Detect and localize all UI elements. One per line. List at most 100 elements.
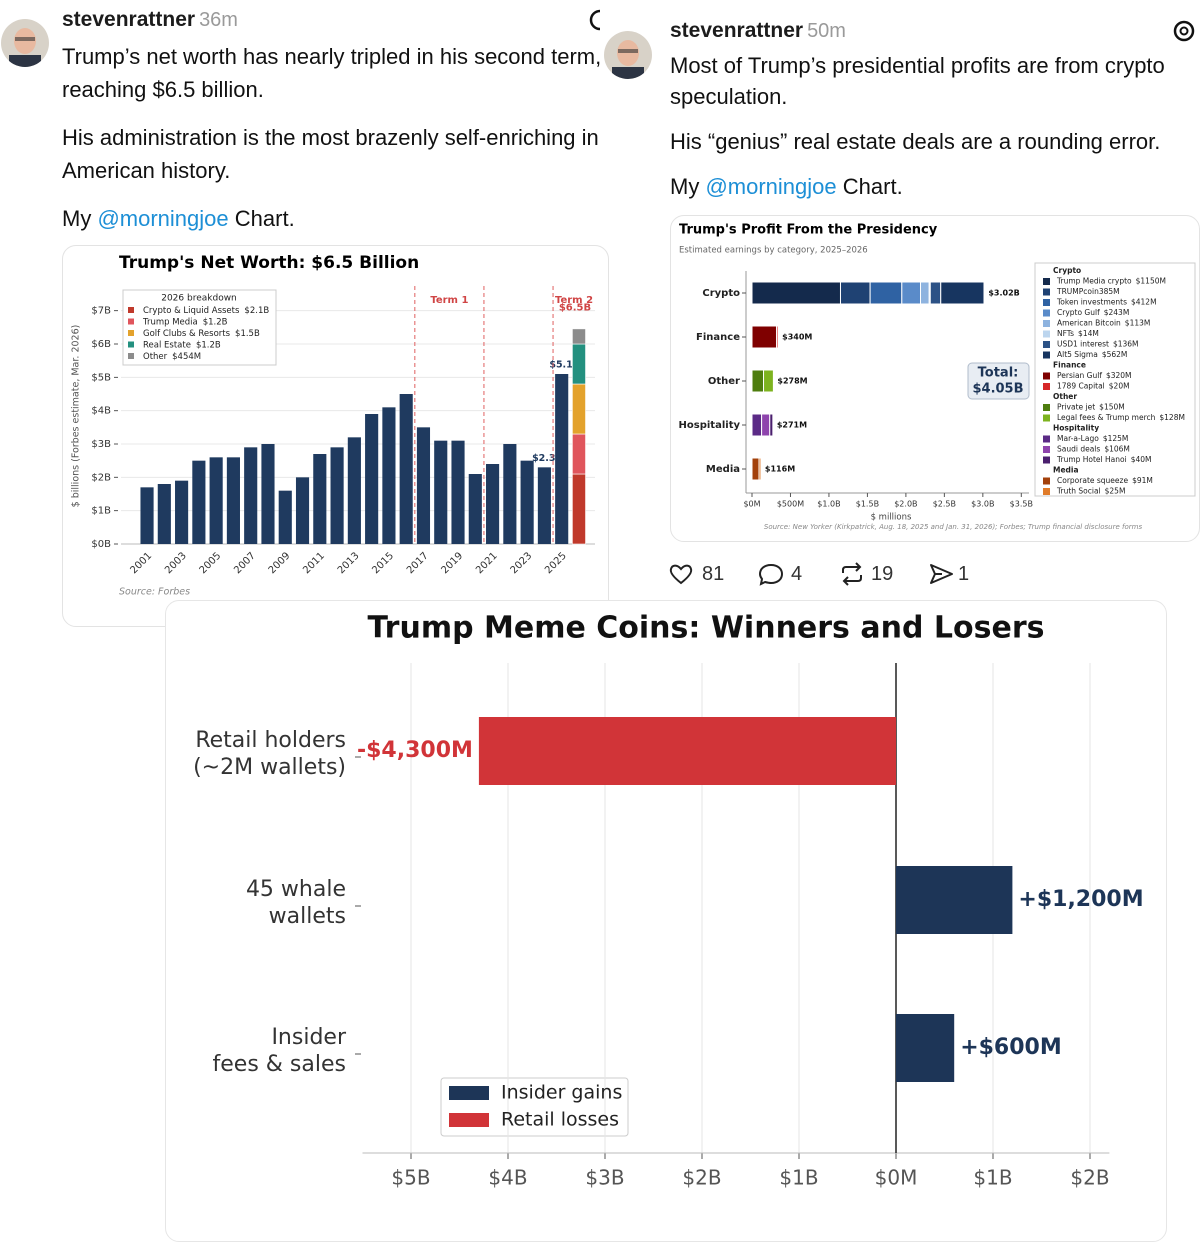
bar-segment <box>929 281 942 305</box>
reply-button[interactable] <box>758 562 784 586</box>
post: stevenrattner 50m Most of Trump’s preside… <box>600 0 1200 600</box>
stack-segment <box>572 383 586 435</box>
legend-swatch <box>128 341 134 348</box>
chart-card[interactable]: Trump's Net Worth: $6.5 Billion $ billio… <box>62 245 609 627</box>
like-button[interactable] <box>668 562 694 586</box>
legend-value: $14M <box>1078 329 1099 338</box>
legend-value: $412M <box>1131 298 1157 307</box>
share-button[interactable] <box>928 562 954 586</box>
bar-segment <box>751 281 841 305</box>
legend-value: $106M <box>1104 445 1130 454</box>
bar-segment <box>763 369 774 393</box>
bar-segment <box>751 457 760 481</box>
legend-value: $562M <box>1102 350 1128 359</box>
legend-entry: Mar-a-Lago $125M <box>1057 434 1128 443</box>
chart-subtitle: Estimated earnings by category, 2025–202… <box>679 246 868 256</box>
legend-label: Insider gains <box>501 1082 622 1104</box>
mention-link[interactable]: @morningjoe <box>97 206 229 231</box>
y-tick-label: $3B <box>91 439 111 450</box>
bar <box>896 1014 955 1082</box>
legend-entry: Crypto Gulf $243M <box>1057 308 1129 317</box>
legend-entry: USD1 interest $136M <box>1057 340 1139 349</box>
y-tick-label: $5B <box>91 372 111 383</box>
avatar[interactable] <box>604 31 652 79</box>
legend-label: Saudi deals <box>1057 445 1100 454</box>
text: My <box>670 174 700 199</box>
bar <box>157 484 171 544</box>
legend-swatch <box>1043 435 1050 443</box>
avatar[interactable] <box>1 19 49 67</box>
legend-label: Retail losses <box>501 1109 619 1131</box>
legend-label: 1789 Capital <box>1057 382 1105 391</box>
x-tick-label: 2021 <box>474 550 500 576</box>
legend-value: $243M <box>1104 308 1130 317</box>
legend-swatch <box>1043 341 1050 348</box>
bar <box>226 457 240 544</box>
author[interactable]: stevenrattner <box>62 8 196 31</box>
author[interactable]: stevenrattner <box>670 19 804 42</box>
bar <box>399 394 413 544</box>
legend-entry: NFTs $14M <box>1057 329 1099 338</box>
repost-button[interactable] <box>838 562 866 586</box>
legend-value: $136M <box>1113 340 1139 349</box>
total-label: $3.02B <box>988 289 1019 298</box>
data-label: $5.1B <box>549 360 580 371</box>
y-tick-label: $1B <box>91 506 111 517</box>
legend-swatch <box>1043 404 1050 411</box>
x-tick-label: 2007 <box>232 550 258 576</box>
legend-label: Corporate squeeze <box>1057 476 1128 485</box>
author-row: stevenrattner 36m <box>62 8 238 32</box>
x-tick-label: $500M <box>777 500 804 509</box>
bar-segment <box>869 281 903 305</box>
chart: Trump's Profit From the Presidency Estim… <box>679 223 1196 531</box>
y-tick-label: Finance <box>696 332 740 343</box>
bar <box>261 444 275 544</box>
legend-title: 2026 breakdown <box>161 294 237 304</box>
bar <box>347 437 361 544</box>
x-tick-label: $1B <box>779 1166 818 1190</box>
x-axis-label: $ millions <box>871 513 912 523</box>
legend-label: USD1 interest <box>1057 340 1109 349</box>
bar-segment <box>751 369 765 393</box>
legend-label: Crypto Gulf <box>1057 308 1100 317</box>
x-tick-label: $5B <box>391 1166 430 1190</box>
bar <box>382 407 396 544</box>
legend-entry: Trump Hotel Hanoi $40M <box>1056 455 1151 464</box>
x-tick-label: 2001 <box>129 550 155 576</box>
legend-label: Token investments <box>1056 298 1127 307</box>
x-tick-label: $1B <box>973 1166 1012 1190</box>
legend-label: American Bitcoin <box>1057 319 1121 328</box>
total-label: $6.5B <box>559 302 591 313</box>
timestamp: 36m <box>199 9 238 31</box>
mention-link[interactable]: @morningjoe <box>705 174 837 199</box>
legend-value: $454M <box>172 352 201 362</box>
bar <box>209 457 223 544</box>
legend-entry: Golf Clubs & Resorts $1.5B <box>143 329 260 339</box>
y-tick-label: $2B <box>91 472 111 483</box>
data-label: +$1,200M <box>1018 887 1143 912</box>
legend-label: Persian Gulf <box>1057 371 1102 380</box>
threads-logo[interactable] <box>1172 19 1196 43</box>
threads-logo[interactable] <box>588 8 600 32</box>
reply-count: 4 <box>791 563 803 585</box>
chart-title: Trump's Net Worth: $6.5 Billion <box>119 253 419 273</box>
data-label: -$4,300M <box>357 738 473 763</box>
legend-value: $320M <box>1106 371 1132 380</box>
bar-segment <box>751 413 763 437</box>
source: Source: Forbes <box>119 587 190 598</box>
legend-value: $2.1B <box>244 306 269 316</box>
legend-label: Crypto & Liquid Assets <box>143 306 240 316</box>
bar <box>244 447 258 544</box>
chart-card[interactable]: Trump's Profit From the Presidency Estim… <box>670 215 1200 542</box>
source: Source: New Yorker (Kirkpatrick, Aug. 18… <box>764 523 1143 531</box>
legend-label: NFTs <box>1057 329 1074 338</box>
bar <box>416 427 431 544</box>
legend-box <box>122 289 277 366</box>
repost-count: 19 <box>871 563 894 585</box>
post: stevenrattner 36m Trump’s net worth has n… <box>0 0 609 627</box>
chart-card[interactable]: Trump Meme Coins: Winners and Losers $5B… <box>165 600 1167 1242</box>
y-axis-label: $ billions (Forbes estimate, Mar. 2026) <box>71 325 82 508</box>
y-tick-label: Crypto <box>702 288 740 299</box>
legend-value: $1.2B <box>196 340 221 350</box>
legend-entry: Private jet $150M <box>1057 403 1125 412</box>
